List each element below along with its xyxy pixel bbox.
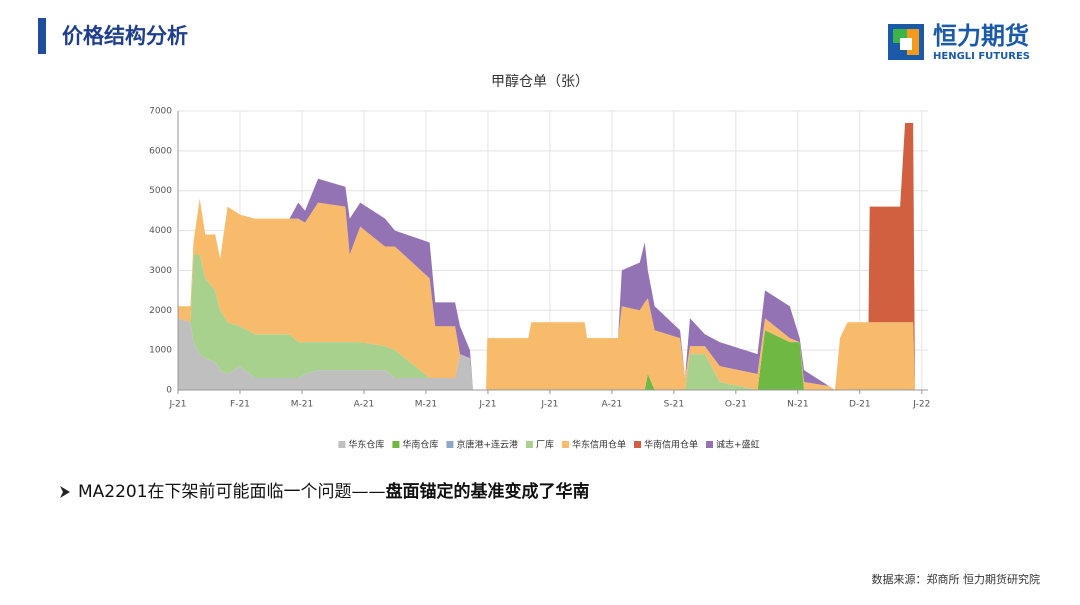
x-tick-label: J-21 bbox=[168, 400, 186, 410]
logo-icon bbox=[888, 24, 924, 60]
y-tick-label: 4000 bbox=[149, 226, 172, 236]
bullet-arrow bbox=[60, 486, 70, 498]
legend-swatch bbox=[338, 441, 346, 448]
y-tick-label: 5000 bbox=[149, 186, 172, 196]
x-tick-label: J-21 bbox=[478, 400, 496, 410]
bullet-plain: MA2201在下架前可能面临一个问题—— bbox=[78, 482, 386, 502]
logo-name: 恒力期货 bbox=[933, 22, 1029, 50]
bullet-emphasis: 盘面锚定的基准变成了华南 bbox=[386, 481, 590, 502]
x-tick-label: D-21 bbox=[849, 400, 871, 410]
area bbox=[178, 318, 915, 390]
legend-swatch bbox=[706, 441, 714, 448]
legend-item: 华东仓库 bbox=[338, 439, 384, 451]
area bbox=[178, 254, 915, 390]
y-tick-label: 1000 bbox=[149, 346, 172, 356]
legend-item: 京唐港+连云港 bbox=[446, 439, 518, 451]
x-tick-label: J-22 bbox=[912, 400, 930, 410]
logo-subtitle: HENGLI FUTURES bbox=[933, 51, 1030, 62]
legend-swatch bbox=[634, 441, 642, 448]
plot: 0 1000 2000 3000 4000 5000 6000 7000 J-21 F-21 M-2… bbox=[149, 107, 930, 410]
legend-swatch bbox=[446, 441, 454, 448]
y-tick-label: 3000 bbox=[149, 266, 172, 276]
x-tick-label: M-21 bbox=[291, 400, 313, 410]
legend-label: 华南信用仓单 bbox=[644, 439, 698, 451]
legend-label: 厂库 bbox=[536, 439, 554, 451]
legend-swatch bbox=[525, 441, 533, 448]
legend-label: 京唐港+连云港 bbox=[456, 439, 518, 451]
y-tick-label: 0 bbox=[166, 386, 172, 396]
x-tick-label: F-21 bbox=[230, 400, 250, 410]
area bbox=[178, 198, 915, 390]
source-note: 数据来源：郑商所 恒力期货研究院 bbox=[872, 572, 1041, 586]
legend: 华东仓库 华南仓库 京唐港+连云港 厂库 华东信用仓单 华南信用仓单 诚志+盛虹 bbox=[338, 439, 760, 451]
legend-label: 华南仓库 bbox=[402, 439, 438, 451]
legend-label: 诚志+盛虹 bbox=[716, 439, 760, 451]
header-bar bbox=[38, 18, 46, 54]
x-tick-label: S-21 bbox=[664, 400, 684, 410]
x-tick-label: J-21 bbox=[540, 400, 558, 410]
legend-swatch bbox=[562, 441, 570, 448]
page-title: 价格结构分析 bbox=[62, 24, 188, 48]
x-tick-label: N-21 bbox=[787, 400, 808, 410]
legend-item: 华南信用仓单 bbox=[634, 439, 698, 451]
x-tick-label: M-21 bbox=[415, 400, 437, 410]
legend-item: 厂库 bbox=[525, 439, 554, 451]
x-tick-label: A-21 bbox=[602, 400, 623, 410]
bullet-text: MA2201在下架前可能面临一个问题——盘面锚定的基准变成了华南 bbox=[78, 481, 590, 502]
legend-item: 华东信用仓单 bbox=[562, 439, 626, 451]
legend-label: 华东仓库 bbox=[348, 439, 384, 451]
area bbox=[178, 318, 915, 390]
y-tick-label: 2000 bbox=[149, 306, 172, 316]
x-tick-label: O-21 bbox=[725, 400, 747, 410]
x-tick-label: A-21 bbox=[354, 400, 375, 410]
chart-title: 甲醇仓单（张） bbox=[491, 73, 589, 90]
legend-swatch bbox=[392, 441, 400, 448]
legend-item: 诚志+盛虹 bbox=[706, 439, 760, 451]
legend-item: 华南仓库 bbox=[392, 439, 438, 451]
legend-label: 华东信用仓单 bbox=[572, 439, 626, 451]
y-tick-label: 6000 bbox=[149, 146, 172, 156]
y-tick-label: 7000 bbox=[149, 107, 172, 117]
